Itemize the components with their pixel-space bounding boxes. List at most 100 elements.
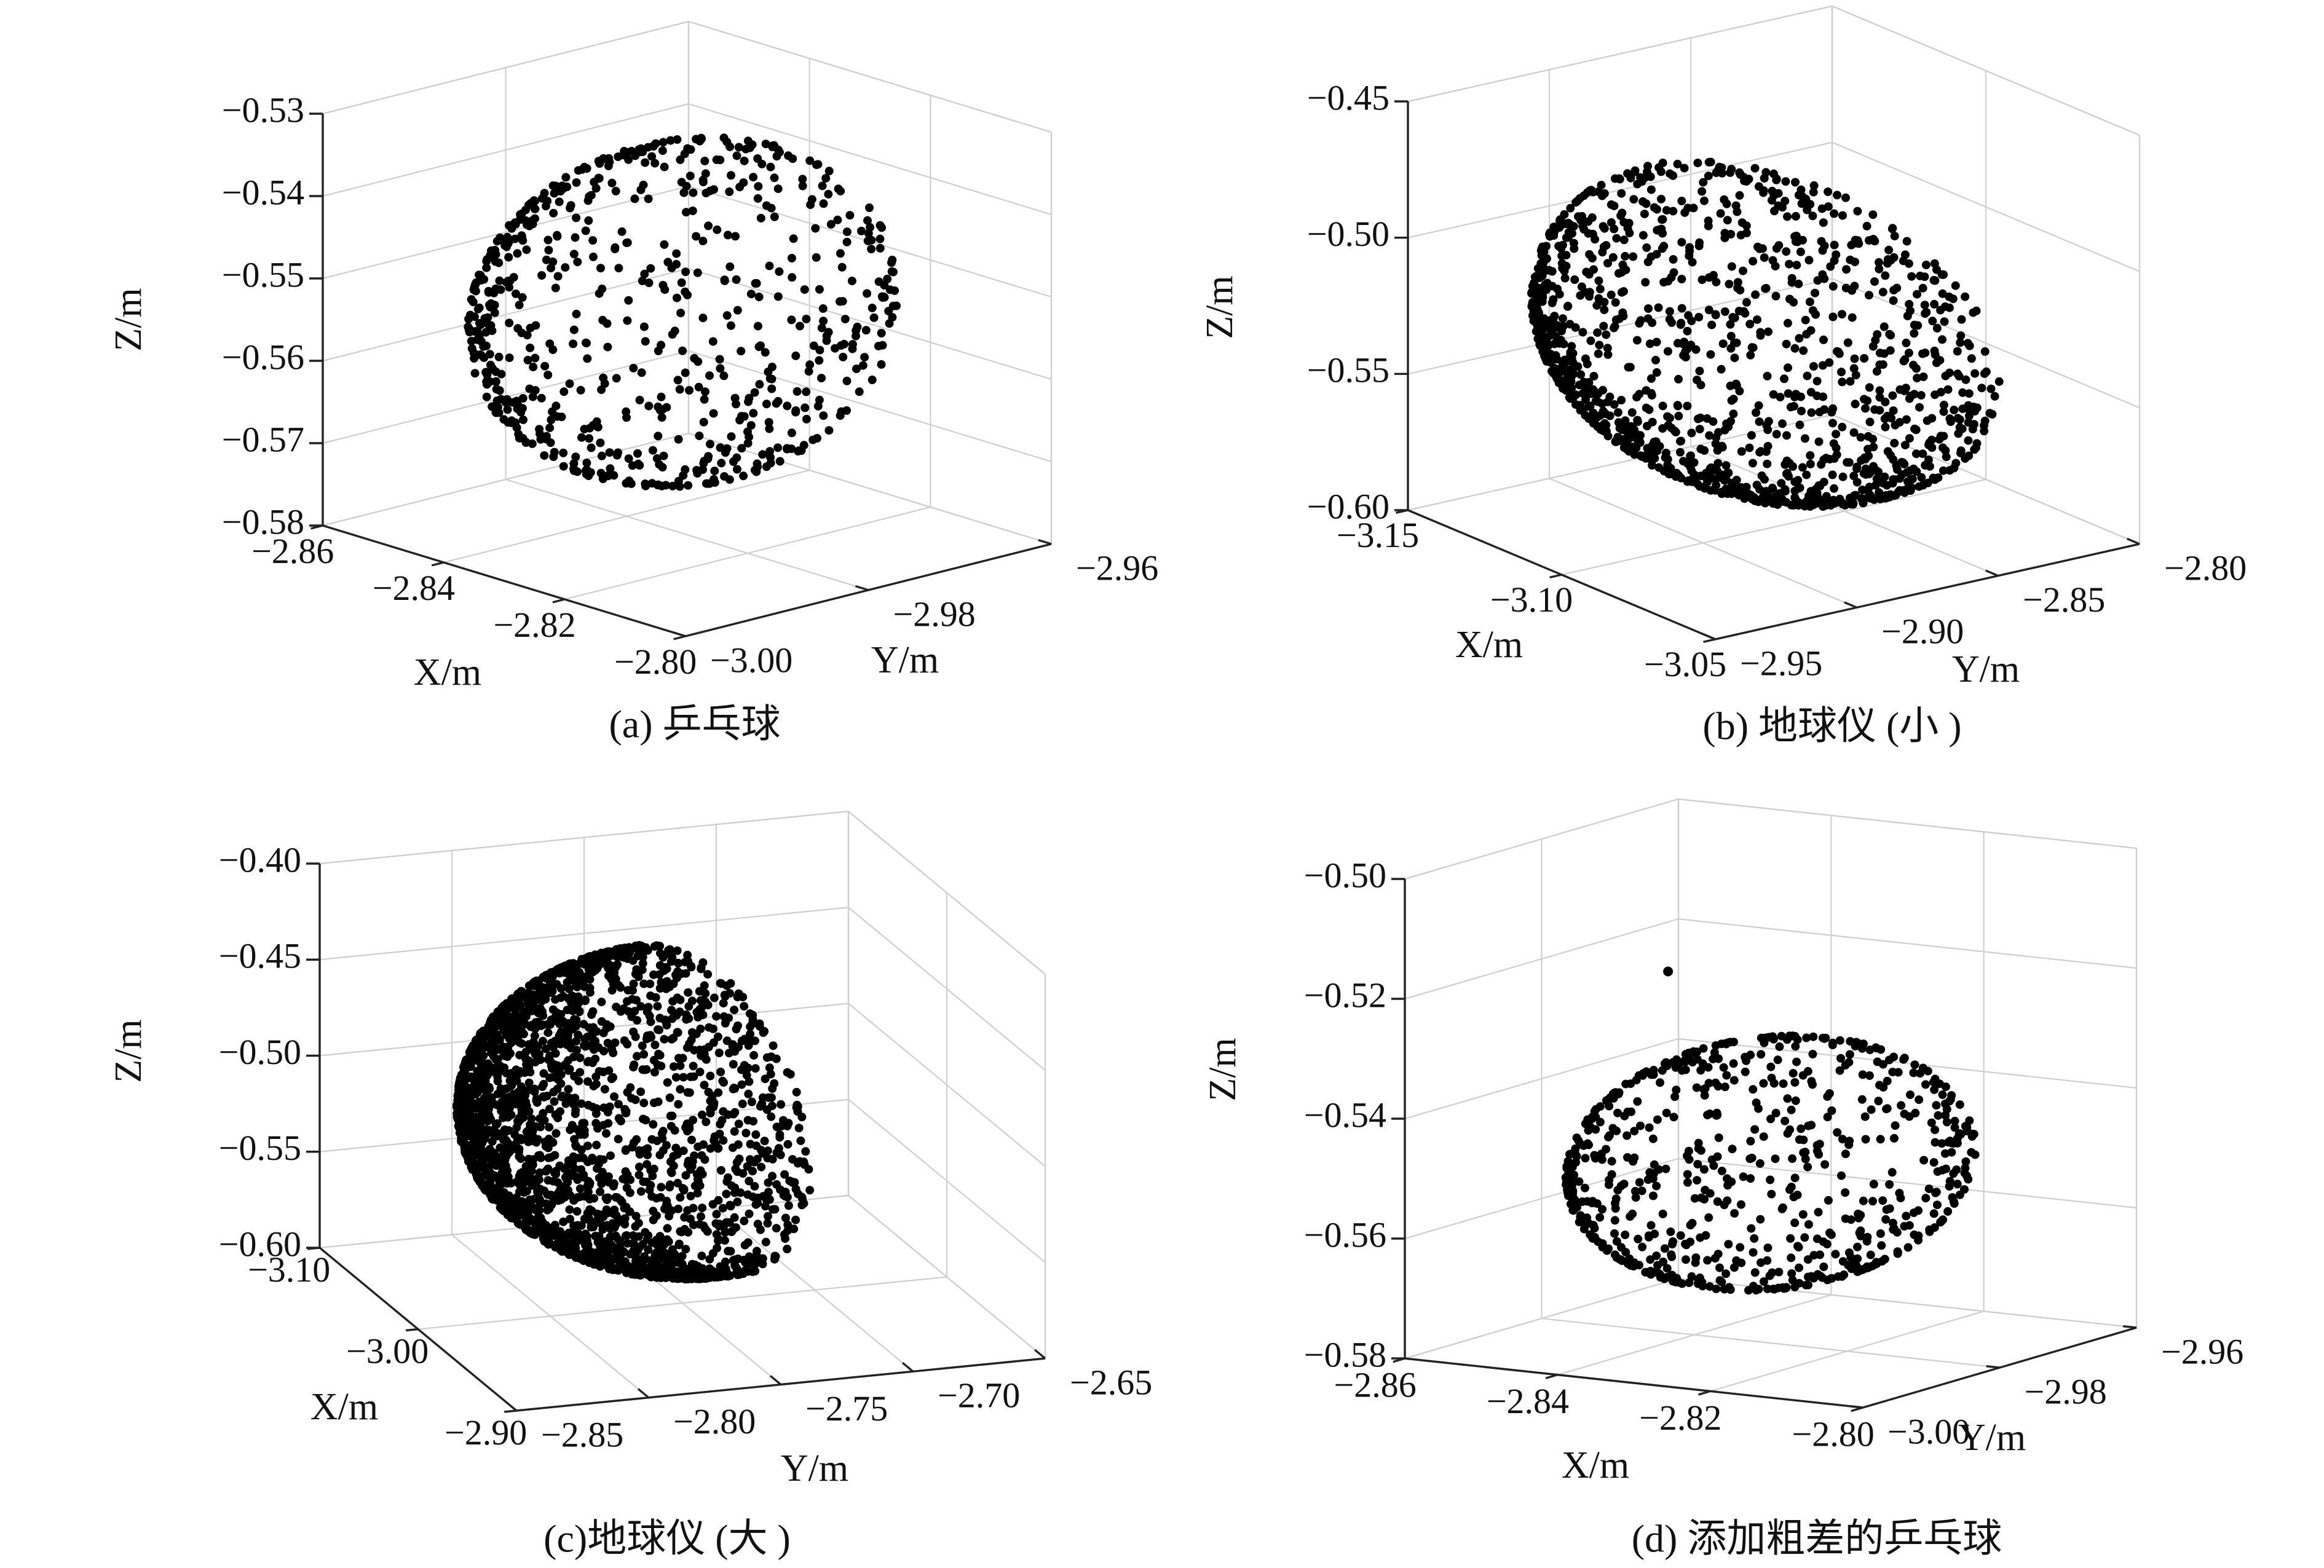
data-point xyxy=(1805,297,1814,307)
data-point xyxy=(1658,401,1667,411)
data-point xyxy=(583,952,593,961)
data-point xyxy=(530,1087,539,1097)
z-axis-label: Z/m xyxy=(108,288,149,351)
data-point xyxy=(602,1020,611,1029)
data-point xyxy=(697,963,706,972)
data-point xyxy=(631,1256,640,1266)
data-point xyxy=(1602,241,1611,250)
data-point xyxy=(1818,361,1827,370)
data-point xyxy=(1836,1054,1845,1063)
data-point xyxy=(513,1118,523,1127)
data-point xyxy=(1965,341,1974,350)
data-point xyxy=(831,344,840,353)
data-point xyxy=(669,1152,678,1161)
data-point xyxy=(1695,425,1704,434)
data-point xyxy=(722,311,732,320)
data-point xyxy=(1885,329,1894,339)
data-point xyxy=(1636,316,1645,325)
data-point xyxy=(1970,407,1979,416)
data-point xyxy=(1838,211,1847,220)
data-point xyxy=(568,1006,577,1015)
data-point xyxy=(1994,377,2004,386)
data-point xyxy=(588,1007,598,1016)
data-point xyxy=(639,1050,649,1059)
data-point xyxy=(460,1070,470,1079)
data-point xyxy=(550,1036,559,1046)
data-point xyxy=(676,995,685,1004)
data-point xyxy=(1835,1036,1844,1045)
data-point xyxy=(498,1019,507,1028)
data-point xyxy=(733,1197,742,1207)
data-point xyxy=(1877,1241,1886,1250)
data-point xyxy=(1599,385,1607,395)
data-point xyxy=(695,1219,704,1229)
data-point xyxy=(805,1186,815,1195)
data-point xyxy=(1677,304,1686,313)
data-point xyxy=(722,1189,731,1199)
data-point xyxy=(531,1018,540,1027)
data-point xyxy=(1714,1133,1723,1142)
data-point xyxy=(1889,1133,1899,1143)
data-point xyxy=(681,267,690,277)
chart-panel-a: −2.86−2.84−2.82−2.80 −3.00−2.98−2.96−0.53… xyxy=(108,20,1158,746)
x-tick-label: −3.00 xyxy=(346,1331,429,1371)
data-point xyxy=(1895,418,1904,427)
data-point xyxy=(878,293,887,302)
data-point xyxy=(815,285,824,294)
data-point xyxy=(667,263,676,272)
data-point xyxy=(751,1064,760,1073)
data-point xyxy=(528,439,537,448)
data-point xyxy=(566,959,575,968)
data-point xyxy=(510,234,520,243)
data-point xyxy=(836,249,845,258)
data-point xyxy=(769,1041,778,1050)
data-point xyxy=(580,1034,590,1044)
data-point xyxy=(1662,206,1671,215)
data-point xyxy=(602,1129,611,1138)
data-point xyxy=(1787,500,1796,510)
data-point xyxy=(1864,451,1873,460)
data-point xyxy=(1841,1149,1850,1159)
data-point xyxy=(673,946,682,955)
data-point xyxy=(522,245,531,254)
data-point xyxy=(1587,213,1597,222)
data-point xyxy=(1820,1160,1830,1169)
data-point xyxy=(539,1036,547,1046)
data-point xyxy=(1795,334,1804,343)
data-point xyxy=(572,213,581,223)
data-point xyxy=(560,1192,569,1202)
data-point xyxy=(652,454,662,463)
chart-panel-c: −3.10−3.00−2.90 −2.85 −2.80 −2.75 −2.70 −2.65… xyxy=(108,810,1152,1561)
data-point xyxy=(1791,178,1800,187)
data-point xyxy=(695,1068,705,1076)
data-point xyxy=(1930,1085,1939,1094)
data-point xyxy=(607,1042,616,1052)
data-point xyxy=(735,1154,744,1164)
data-point xyxy=(1782,247,1791,256)
data-point xyxy=(1788,1154,1797,1163)
data-point xyxy=(521,1219,529,1229)
data-point xyxy=(1809,362,1818,371)
data-point xyxy=(1746,1174,1755,1183)
data-point xyxy=(1847,240,1856,250)
data-point xyxy=(767,1052,776,1062)
data-point xyxy=(1573,196,1582,205)
data-point xyxy=(1859,1196,1868,1205)
data-point xyxy=(1842,265,1851,274)
data-point xyxy=(1610,1216,1619,1225)
data-point xyxy=(1967,354,1976,363)
data-point xyxy=(583,196,593,205)
data-point xyxy=(1937,388,1945,396)
data-point xyxy=(1617,288,1626,297)
z-tick-label: −0.52 xyxy=(1304,975,1386,1015)
data-point xyxy=(613,960,622,969)
data-point xyxy=(1906,1090,1915,1100)
data-point xyxy=(483,1186,492,1196)
data-point xyxy=(503,1113,512,1122)
x-tick-label: −2.90 xyxy=(445,1412,527,1452)
data-point xyxy=(1626,1212,1635,1221)
data-point xyxy=(591,1232,600,1240)
data-point xyxy=(1674,411,1683,420)
z-tick-label: −0.55 xyxy=(219,1128,301,1168)
data-point xyxy=(1635,438,1645,447)
